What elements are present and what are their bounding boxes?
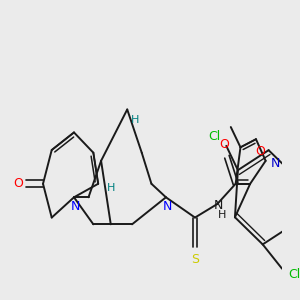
Text: Cl: Cl [208,130,221,143]
Text: N: N [71,200,81,213]
Text: Cl: Cl [289,268,300,281]
Text: H: H [131,115,139,125]
Text: H: H [106,183,115,193]
Text: N: N [163,200,172,213]
Text: O: O [255,145,265,158]
Text: H: H [218,210,226,220]
Text: N: N [214,199,223,212]
Text: O: O [219,138,229,151]
Text: N: N [271,157,280,170]
Text: S: S [191,253,199,266]
Text: O: O [13,177,23,190]
